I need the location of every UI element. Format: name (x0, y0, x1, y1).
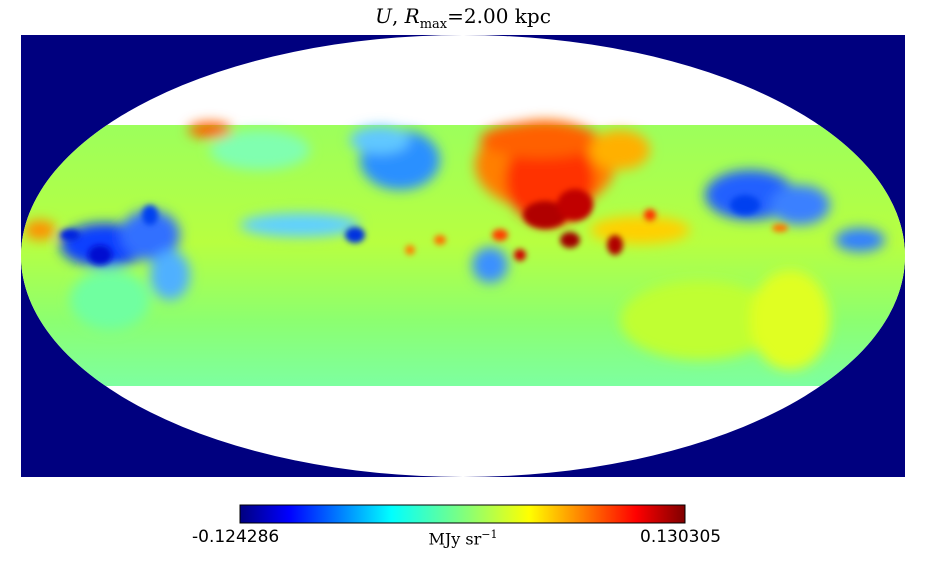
map-title: U, Rmax=2.00 kpc (0, 4, 926, 32)
colorbar-unit-exponent: −1 (481, 528, 498, 541)
title-r-value: =2.00 kpc (447, 4, 551, 28)
colorbar-min-label: -0.124286 (192, 527, 280, 547)
title-r-subscript: max (419, 17, 448, 32)
title-symbol: U (375, 4, 392, 28)
colorbar-unit-label: MJy sr−1 (0, 528, 926, 548)
title-r-symbol: R (404, 4, 420, 28)
title-separator: , (391, 4, 405, 28)
colorbar (239, 504, 686, 524)
colorbar-unit-main: MJy sr (428, 529, 482, 549)
data-band (21, 120, 905, 386)
colorbar-max-label: 0.130305 (640, 527, 722, 547)
